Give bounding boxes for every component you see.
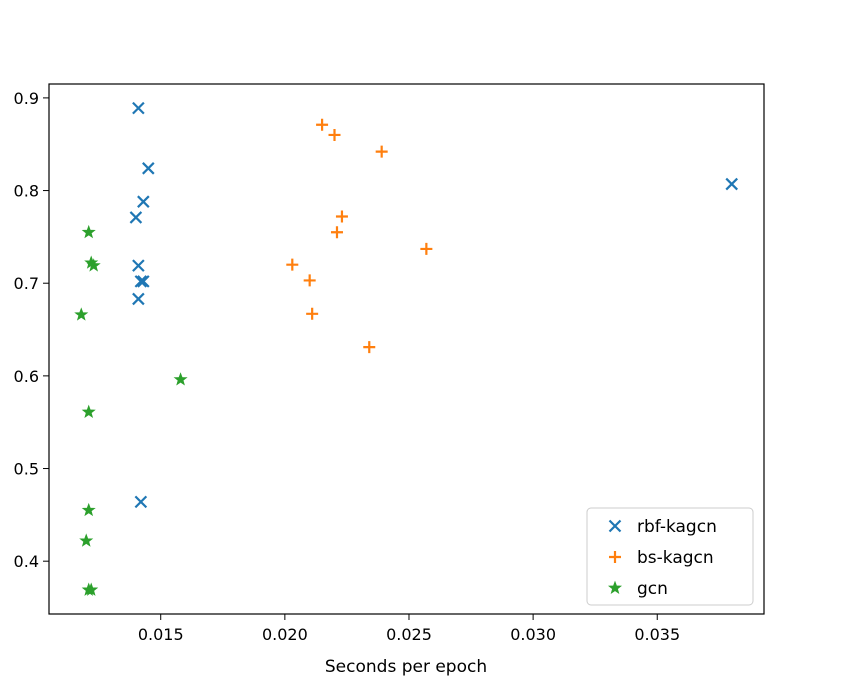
y-tick-label: 0.6 [14,367,39,386]
bs-kagcn-point [306,307,319,320]
bs-kagcn-point [328,128,341,141]
x-tick-label: 0.030 [510,625,556,644]
data-points [74,101,739,596]
y-tick-label: 0.5 [14,460,39,479]
x-tick-label: 0.025 [386,625,432,644]
legend-marker-bs-kagcn [609,551,621,563]
legend: rbf-kagcn bs-kagcn gcn [586,507,754,606]
y-tick-label: 0.7 [14,274,39,293]
bs-kagcn-point [420,242,433,255]
rbf-kagcn-point [134,495,148,509]
x-tick-label: 0.035 [634,625,680,644]
legend-label: rbf-kagcn [637,517,717,537]
x-tick-label: 0.020 [262,625,308,644]
rbf-kagcn-point [132,292,145,306]
y-axis: 0.4 0.5 0.6 0.7 0.8 0.9 [14,89,49,571]
y-tick-label: 0.4 [14,552,39,571]
y-tick-label: 0.9 [14,89,39,108]
plot-frame [48,83,765,615]
gcn-point [173,372,188,386]
rbf-kagcn-point [132,259,145,272]
gcn-point [86,258,101,272]
legend-marker-rbf-kagcn [608,519,622,533]
gcn-point [81,224,96,239]
legend-label: bs-kagcn [637,548,714,568]
bs-kagcn-point [375,145,388,158]
rbf-kagcn-point [129,211,143,224]
bs-kagcn-point [286,258,299,271]
bs-kagcn-point [335,210,348,223]
x-tick-label: 0.015 [138,625,184,644]
rbf-kagcn-point [134,275,148,288]
bs-kagcn-point [303,274,316,287]
gcn-point [81,502,96,517]
rbf-kagcn-point [725,177,739,191]
gcn-point [84,582,99,596]
x-axis-title: Seconds per epoch [325,657,487,677]
gcn-point [74,307,89,321]
bs-kagcn-point [330,226,343,239]
gcn-point [79,533,94,547]
rbf-kagcn-point [137,195,150,208]
gcn-point [81,404,96,418]
rbf-kagcn-point [132,101,145,115]
legend-box [586,507,754,606]
legend-marker-gcn [607,580,623,594]
rbf-kagcn-point [142,162,155,175]
legend-label: gcn [637,579,668,599]
x-axis: 0.015 0.020 0.025 0.030 0.035 [138,614,680,644]
bs-kagcn-point [316,118,329,131]
rbf-kagcn-point [137,275,150,288]
bs-kagcn-point [363,341,376,354]
y-tick-label: 0.8 [14,182,39,201]
